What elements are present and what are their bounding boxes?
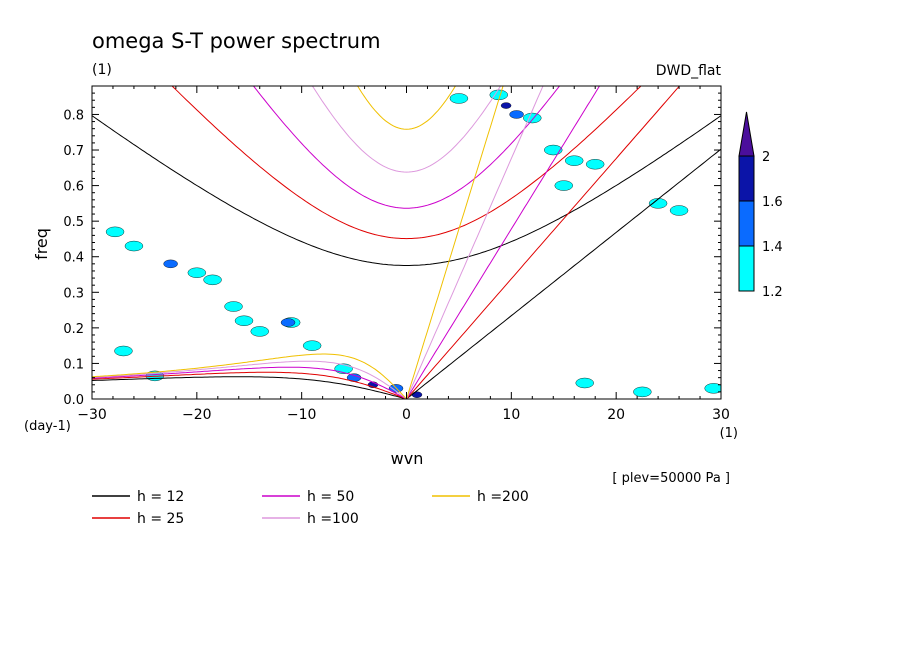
rossby-wave-curve	[92, 353, 407, 399]
inertia-gravity-wave-curve	[92, 115, 721, 266]
colorbar-segment	[738, 200, 755, 247]
power-contour-blob	[114, 345, 133, 357]
power-contour-blob	[523, 112, 542, 124]
plev-annotation: [ plev=50000 Pa ]	[612, 471, 730, 486]
spectrum-contours	[105, 89, 721, 398]
power-contour-blob	[500, 102, 512, 109]
legend-label: h =100	[307, 511, 359, 527]
x-axis-label: wvn	[391, 449, 424, 468]
y-axis-unit: (day-1)	[24, 419, 71, 434]
y-tick-label: 0.4	[63, 251, 84, 266]
x-tick-label: 30	[712, 407, 730, 423]
y-tick-label: 0.0	[63, 393, 84, 408]
y-tick-label: 0.5	[63, 215, 84, 230]
x-tick-label: −30	[77, 407, 107, 423]
colorbar: 1.2 1.4 1.6 2	[738, 111, 783, 300]
inertia-gravity-wave-curve	[252, 86, 561, 209]
power-contour-blob	[565, 155, 584, 166]
colorbar-triangle	[738, 111, 755, 157]
power-contour-blob	[302, 340, 322, 351]
y-tick-label: 0.7	[63, 144, 84, 159]
x-tick-label: −20	[182, 407, 212, 423]
y-tick-label: 0.8	[63, 108, 84, 123]
kelvin-wave-curve	[406, 148, 721, 399]
power-contour-blob	[280, 318, 296, 327]
power-contour-blob	[224, 301, 243, 312]
x-tick-label: 10	[502, 407, 520, 423]
power-contour-blob	[203, 274, 222, 286]
rossby-wave-curve	[92, 366, 407, 399]
colorbar-level-label: 1.2	[762, 285, 783, 300]
power-contour-blob	[575, 377, 594, 389]
power-contour-blob	[105, 226, 125, 238]
y-tick-label: 0.2	[63, 322, 84, 337]
power-contour-blob	[124, 240, 144, 252]
legend-label: h = 12	[137, 489, 184, 505]
power-contour-blob	[187, 267, 207, 278]
legend-label: h = 25	[137, 511, 184, 527]
inertia-gravity-wave-curve	[357, 86, 456, 130]
x-tick-label: −10	[287, 407, 317, 423]
power-contour-blob	[163, 259, 178, 269]
kelvin-wave-curve	[406, 86, 504, 399]
rossby-wave-curve	[92, 360, 407, 399]
kelvin-wave-curve	[406, 86, 601, 399]
dispersion-curves	[92, 86, 721, 399]
axis-ticks: −30 −20 −10 0 10 20 30 0.0 0.1 0.2 0.3 0.4 0.5 0.6 0.7…	[63, 86, 730, 423]
y-axis-label: freq	[32, 228, 51, 260]
kelvin-wave-curve	[406, 86, 544, 399]
colorbar-segment	[738, 155, 755, 202]
power-contour-blob	[669, 205, 689, 216]
inertia-gravity-wave-curve	[171, 86, 642, 240]
power-contour-blob	[449, 93, 469, 104]
colorbar-segment	[738, 245, 755, 292]
plot-frame	[91, 85, 722, 400]
y-tick-label: 0.6	[63, 180, 84, 195]
power-contour-blob	[633, 386, 652, 398]
power-contour-blob	[250, 326, 269, 337]
power-contour-blob	[509, 110, 524, 119]
power-contour-blob	[554, 180, 573, 191]
power-contour-blob	[704, 383, 721, 394]
legend-label: h =200	[477, 489, 529, 505]
power-contour-blob	[586, 159, 605, 170]
x-tick-label: 20	[607, 407, 625, 423]
power-contour-blob	[648, 198, 668, 209]
y-tick-label: 0.3	[63, 286, 84, 301]
colorbar-level-label: 1.6	[762, 195, 783, 210]
rossby-wave-curve	[92, 371, 407, 399]
power-contour-blob	[544, 144, 563, 156]
legend: h = 12 h = 25 h = 50 h =100 h =200	[92, 489, 529, 527]
legend-label: h = 50	[307, 489, 354, 505]
power-contour-blob	[411, 391, 423, 398]
kelvin-wave-curve	[406, 86, 681, 399]
inertia-gravity-wave-curve	[311, 86, 502, 173]
y-tick-label: 0.1	[63, 357, 84, 372]
chart-subtitle-left: (1)	[92, 62, 112, 78]
chart-title: omega S-T power spectrum	[92, 29, 381, 53]
colorbar-level-label: 2	[762, 150, 770, 165]
colorbar-level-label: 1.4	[762, 240, 783, 255]
x-axis-unit: (1)	[720, 426, 738, 441]
chart-subtitle-right: DWD_flat	[656, 63, 722, 79]
rossby-wave-curve	[92, 376, 407, 399]
x-tick-label: 0	[402, 407, 411, 423]
power-contour-blob	[234, 315, 254, 326]
